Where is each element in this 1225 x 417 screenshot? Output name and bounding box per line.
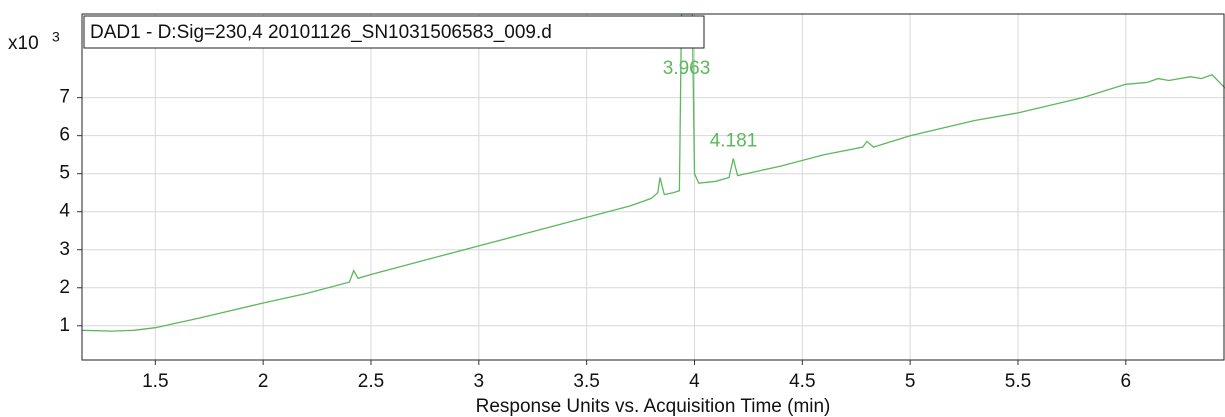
y-tick-label: 3 xyxy=(59,239,70,260)
x-tick-label: 1.5 xyxy=(142,371,168,392)
peak-label: 3.963 xyxy=(663,58,711,79)
y-tick-label: 5 xyxy=(59,163,70,184)
x-tick-label: 3.5 xyxy=(573,371,599,392)
x-tick-label: 3 xyxy=(474,371,485,392)
grid xyxy=(82,14,1225,360)
x-tick-label: 4 xyxy=(689,371,700,392)
chart-title: DAD1 - D:Sig=230,4 20101126_SN1031506583… xyxy=(90,22,552,43)
y-tick-label: 7 xyxy=(59,87,70,108)
y-tick-label: 6 xyxy=(59,125,70,146)
y-multiplier: x10 xyxy=(8,33,39,54)
x-axis-label: Response Units vs. Acquisition Time (min… xyxy=(476,396,831,417)
x-tick-label: 5 xyxy=(905,371,916,392)
signal-line xyxy=(82,14,1225,332)
y-exponent: 3 xyxy=(52,29,60,45)
x-tick-label: 4.5 xyxy=(789,371,815,392)
plot xyxy=(82,14,1225,332)
x-tick-label: 6 xyxy=(1121,371,1132,392)
peak-label: 4.181 xyxy=(710,130,758,151)
y-tick-label: 1 xyxy=(59,315,70,336)
y-tick-label: 4 xyxy=(59,201,70,222)
title-box xyxy=(83,15,705,49)
plot-frame xyxy=(81,13,1225,361)
x-tick-label: 2.5 xyxy=(358,371,384,392)
y-tick-label: 2 xyxy=(59,277,70,298)
x-tick-label: 5.5 xyxy=(1005,371,1031,392)
x-tick-label: 2 xyxy=(258,371,269,392)
